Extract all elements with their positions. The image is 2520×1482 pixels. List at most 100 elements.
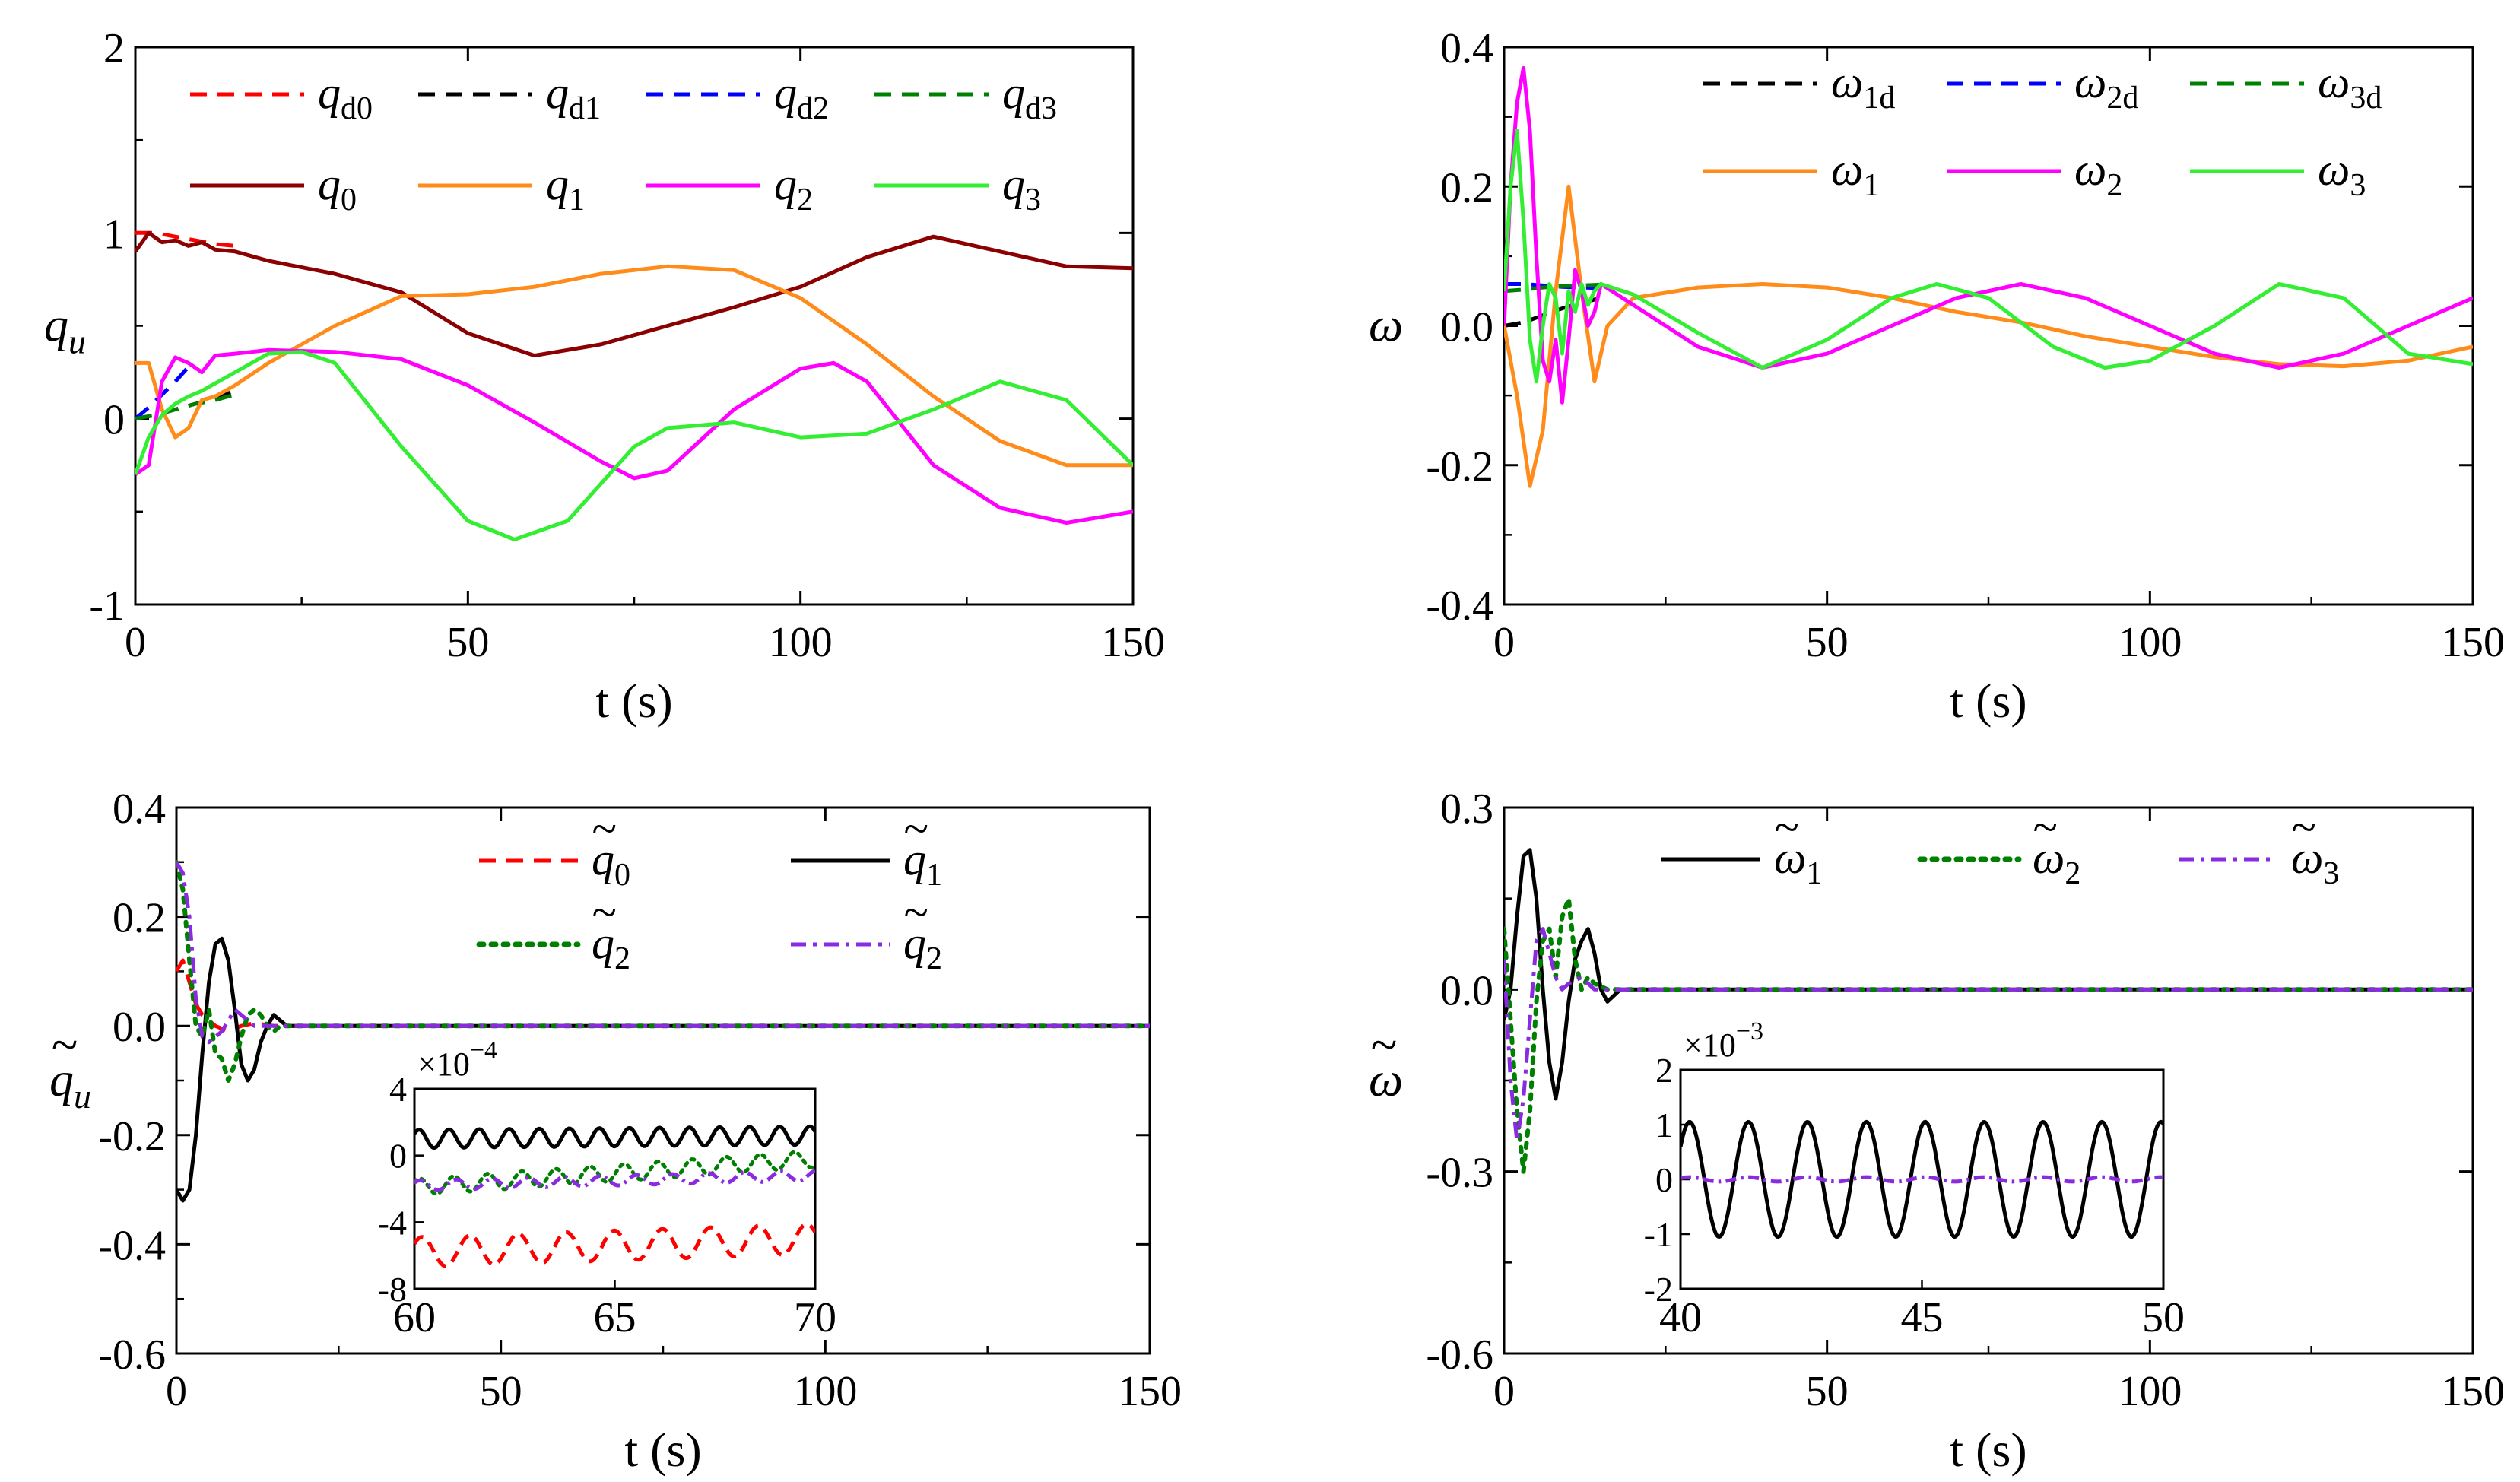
legend-subscript: 2d <box>2106 81 2138 116</box>
legend-symbol: ω <box>2074 57 2106 107</box>
panel-quaternion-error: 0 50 100 150-0.6-0.4-0.20.00.20.4t (s)qu~q0… <box>49 785 1182 1477</box>
series-line-q_1 <box>135 264 1133 468</box>
inset-x-tick-label: 70 <box>794 1294 836 1341</box>
legend-label-ω̃_1: ω1 <box>1774 833 1822 891</box>
plot-frame <box>134 46 1135 606</box>
legend-symbol: q <box>546 68 569 118</box>
legend-symbol: ω <box>1831 57 1863 107</box>
x-tick-label: 0 <box>166 1368 187 1415</box>
y-tick-label: 0.0 <box>1440 967 1493 1014</box>
y-tick-label: 0.4 <box>113 785 166 833</box>
legend-subscript: d1 <box>569 91 601 126</box>
x-axis-label: t (s) <box>1950 674 2026 728</box>
legend-subscript: 3 <box>1025 182 1041 217</box>
inset-series-group <box>414 1124 815 1268</box>
legend-symbol: q <box>546 159 569 209</box>
y-tick-label: -0.4 <box>1426 582 1493 630</box>
x-tick-label: 50 <box>1806 619 1849 666</box>
legend-label-q_2: q2 <box>774 159 813 217</box>
legend-subscript: 0 <box>614 858 630 893</box>
legend-label-ω_2: ω2 <box>2074 144 2122 203</box>
inset-x-tick-label: 40 <box>1659 1294 1702 1341</box>
legend-symbol: ω <box>1831 144 1863 195</box>
legend-subscript: 1 <box>926 858 942 893</box>
inset-x-tick-label: 50 <box>2142 1294 2185 1341</box>
legend-subscript: 2 <box>926 941 942 976</box>
inset-y-tick-label: 4 <box>389 1070 407 1109</box>
inset-scale-label: ×10−4 <box>417 1036 497 1083</box>
series-line-q̃_0 <box>176 958 1150 1033</box>
x-tick-label: 150 <box>1118 1368 1182 1415</box>
y-tick-label: 0 <box>103 397 125 444</box>
x-tick-label: 100 <box>2118 1368 2182 1415</box>
inset-quaternion-error: 60 65 70 -8 -4 0 4 ×10−4 <box>378 1036 836 1341</box>
series-line-q̃_3 <box>176 861 1150 1045</box>
legend-label-q_d1: qd1 <box>546 68 601 126</box>
x-axis-label: t (s) <box>595 674 672 728</box>
inset-y-tick-label: 0 <box>1655 1160 1673 1199</box>
legend-symbol: ω <box>2291 833 2323 883</box>
legend-label-ω_3d: ω3d <box>2318 57 2382 116</box>
series-line-ω_3 <box>1504 129 2473 384</box>
x-tick-label: 150 <box>1101 619 1165 666</box>
y-tick-label: 2 <box>103 25 125 72</box>
series-line-q̃_2 <box>176 859 1150 1083</box>
legend-tilde: ~ <box>903 804 928 854</box>
legend-label-ω̃_3: ω3 <box>2291 833 2339 891</box>
legend-label-q_d2: qd2 <box>774 68 829 126</box>
y-tick-label: -0.2 <box>98 1113 166 1160</box>
legend-tilde: ~ <box>2291 802 2315 852</box>
y-tick-label: -0.2 <box>1426 443 1493 490</box>
series-line-q_d1 <box>135 389 236 421</box>
series-line-q_d3 <box>135 392 236 421</box>
legend-label-ω̃_2: ω2 <box>2033 833 2080 891</box>
y-tick-label: 0.0 <box>113 1004 166 1051</box>
x-tick-label: 150 <box>2441 619 2505 666</box>
legend-subscript: 1 <box>569 182 585 217</box>
x-tick-label: 100 <box>2118 619 2182 666</box>
legend-symbol: q <box>1002 159 1025 209</box>
x-tick-label: 0 <box>1493 1368 1515 1415</box>
legend-subscript: 3 <box>2350 168 2366 203</box>
inset-y-tick-label: -8 <box>378 1270 407 1309</box>
y-tick-label: 0.3 <box>1440 785 1493 833</box>
inset-x-tick-label: 65 <box>594 1294 636 1341</box>
legend-label-ω_1: ω1 <box>1831 144 1879 203</box>
legend-label-q̃_3: q2 <box>903 918 942 976</box>
series-group <box>135 230 1133 541</box>
y-axis-label-tilde: ~ <box>52 1017 78 1071</box>
legend-symbol: ω <box>2033 833 2065 883</box>
inset-series-line-inset-q̃_0 <box>414 1222 815 1268</box>
x-tick-label: 50 <box>1806 1368 1849 1415</box>
x-tick-label: 100 <box>769 619 833 666</box>
inset-series-line-inset-ω̃_1 <box>1681 1119 2163 1239</box>
y-axis-label: ω <box>1369 298 1403 352</box>
legend-subscript: 3 <box>2323 856 2339 891</box>
legend-symbol: ω <box>2074 144 2106 195</box>
y-tick-label: 0.2 <box>113 895 166 942</box>
legend-subscript: d0 <box>341 91 373 126</box>
legend-subscript: 3d <box>2350 81 2382 116</box>
legend-tilde: ~ <box>2033 802 2057 852</box>
inset-y-tick-label: 0 <box>389 1137 407 1176</box>
series-group <box>176 859 1150 1203</box>
series-line-q_0 <box>135 230 1133 358</box>
y-tick-label: 0.0 <box>1440 304 1493 351</box>
series-line-ω̃_3 <box>1504 927 2473 1144</box>
y-tick-label: -0.6 <box>98 1331 166 1379</box>
legend-symbol: q <box>903 834 926 884</box>
legend-label-q_0: q0 <box>318 159 357 217</box>
y-axis-label: ω <box>1369 1052 1403 1106</box>
legend-subscript: 1 <box>1863 168 1879 203</box>
legend-tilde: ~ <box>1774 802 1798 852</box>
x-axis-label: t (s) <box>624 1423 701 1477</box>
y-tick-label: -0.6 <box>1426 1331 1493 1379</box>
x-tick-label: 50 <box>446 619 489 666</box>
legend-tilde: ~ <box>592 804 616 854</box>
y-tick-label: 0.4 <box>1440 25 1493 72</box>
legend-subscript: 1d <box>1863 81 1895 116</box>
inset-series-group <box>1681 1119 2163 1239</box>
